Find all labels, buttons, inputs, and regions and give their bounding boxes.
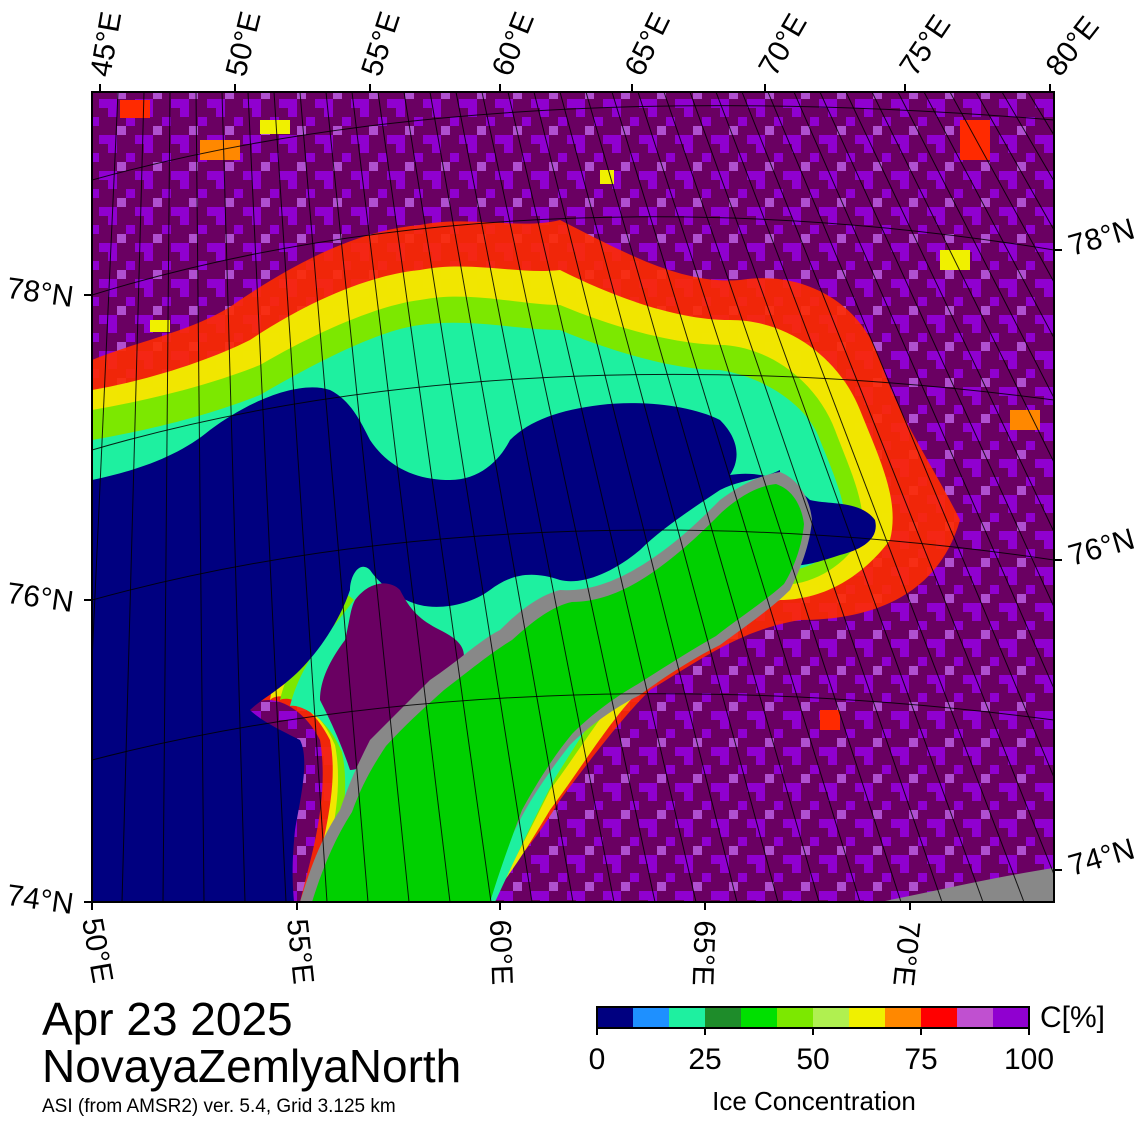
meridian-line bbox=[92, 92, 119, 673]
meridian-line bbox=[689, 92, 984, 902]
map-frame bbox=[91, 91, 1055, 903]
coordinate-label: 50°E bbox=[75, 915, 119, 985]
meridian-line bbox=[533, 92, 738, 902]
meridian-line bbox=[351, 92, 451, 902]
coastal-ice bbox=[320, 583, 464, 770]
land bbox=[312, 484, 804, 902]
coordinate-label: 76°N bbox=[5, 577, 76, 619]
meridian-line bbox=[585, 92, 820, 902]
meridian-line bbox=[767, 92, 1054, 779]
meridian-line bbox=[403, 92, 533, 902]
meridian-line bbox=[949, 92, 1054, 284]
coordinate-label: 74°N bbox=[1065, 833, 1139, 883]
meridian-line bbox=[923, 92, 1054, 340]
lon-labels-top: 45°E 50°E 55°E 60°E 65°E 70°E 75°E 80°E bbox=[84, 8, 1105, 83]
meridian-line bbox=[819, 92, 1054, 609]
map-raster bbox=[92, 92, 1147, 902]
coordinate-label: 70°E bbox=[752, 8, 813, 81]
meridian-line bbox=[1053, 92, 1054, 93]
meridian-line bbox=[481, 92, 656, 902]
lon-labels-bottom: 50°E 55°E 60°E 65°E 70°E bbox=[75, 915, 926, 987]
coordinate-label: 80°E bbox=[1040, 10, 1106, 82]
meridian-line bbox=[377, 92, 492, 902]
coordinate-label: 45°E bbox=[84, 9, 128, 79]
meridian-line bbox=[325, 92, 410, 902]
product-info: ASI (from AMSR2) ver. 5.4, Grid 3.125 km bbox=[42, 1096, 396, 1117]
colorbar-swatch bbox=[597, 1007, 634, 1028]
coordinate-label: 74°N bbox=[5, 879, 76, 921]
meridian-line bbox=[299, 92, 369, 902]
coordinate-label: 65°E bbox=[619, 8, 677, 81]
colorbar-swatch bbox=[885, 1007, 922, 1028]
coordinate-label: 78°N bbox=[5, 272, 76, 314]
ice-patches bbox=[120, 100, 1040, 730]
meridian-line bbox=[741, 92, 1054, 876]
meridian-line bbox=[121, 92, 145, 902]
meridian-line bbox=[273, 92, 328, 902]
colorbar-swatch bbox=[633, 1007, 670, 1028]
coordinate-label: 60°E bbox=[483, 919, 518, 986]
meridian-line bbox=[429, 92, 574, 902]
colorbar-swatch bbox=[741, 1007, 778, 1028]
colorbar-unit-label: C[%] bbox=[1040, 1001, 1106, 1034]
meridian-line bbox=[221, 92, 246, 902]
meridian-line bbox=[507, 92, 697, 902]
coordinate-label: 60°E bbox=[486, 8, 541, 81]
coordinate-label: 50°E bbox=[220, 8, 268, 79]
graticule bbox=[92, 105, 1054, 761]
coordinate-label: 55°E bbox=[280, 917, 320, 985]
lat-labels-right: 78°N 76°N 74°N bbox=[1065, 213, 1139, 883]
colorbar-swatch bbox=[849, 1007, 886, 1028]
colorbar-swatch bbox=[669, 1007, 706, 1028]
colorbar-tick-label: 100 bbox=[1003, 1043, 1055, 1076]
meridian-line bbox=[162, 92, 171, 902]
meridian-line bbox=[975, 92, 1054, 231]
southern-ice-gray-corner bbox=[880, 868, 1054, 902]
region-name: NovayaZemlyaNorth bbox=[42, 1040, 462, 1092]
lat-labels-left: 78°N 76°N 74°N bbox=[5, 272, 76, 921]
meridian-line bbox=[1080, 92, 1147, 902]
colorbar-tick-label: 25 bbox=[688, 1043, 722, 1076]
coordinate-label: 78°N bbox=[1065, 213, 1139, 263]
meridian-line bbox=[871, 92, 1054, 464]
meridian-line bbox=[897, 92, 1054, 400]
colorbar-tick-label: 50 bbox=[796, 1043, 830, 1076]
meridian-line bbox=[793, 92, 1054, 690]
colorbar-tick-label: 0 bbox=[588, 1043, 606, 1076]
coordinate-label: 55°E bbox=[355, 8, 407, 80]
meridian-line bbox=[637, 92, 902, 902]
colorbar-swatch bbox=[777, 1007, 814, 1028]
meridian-line bbox=[195, 92, 205, 902]
colorbar-swatch bbox=[705, 1007, 742, 1028]
coordinate-label: 76°N bbox=[1065, 523, 1139, 573]
meridian-line bbox=[559, 92, 779, 902]
meridian-line bbox=[715, 92, 1025, 902]
meridian-line bbox=[92, 92, 93, 100]
meridians bbox=[92, 92, 1147, 902]
colorbar-title: Ice Concentration bbox=[712, 1086, 916, 1116]
meridian-line bbox=[455, 92, 615, 902]
map-date: Apr 23 2025 bbox=[42, 993, 293, 1045]
frame-ticks bbox=[84, 84, 1062, 910]
meridian-line bbox=[247, 92, 287, 902]
meridian-line bbox=[663, 92, 943, 902]
coordinate-label: 70°E bbox=[886, 919, 926, 987]
coordinate-label: 65°E bbox=[686, 920, 721, 987]
colorbar-tick-label: 75 bbox=[904, 1043, 938, 1076]
meridian-line bbox=[611, 92, 861, 902]
colorbar-swatch bbox=[813, 1007, 850, 1028]
open-water bbox=[92, 387, 876, 902]
colorbar bbox=[596, 1006, 1030, 1035]
colorbar-swatch bbox=[957, 1007, 994, 1028]
colorbar-swatch bbox=[921, 1007, 958, 1028]
coordinate-label: 75°E bbox=[893, 9, 957, 82]
meridian-line bbox=[845, 92, 1054, 534]
colorbar-swatch bbox=[993, 1007, 1030, 1028]
